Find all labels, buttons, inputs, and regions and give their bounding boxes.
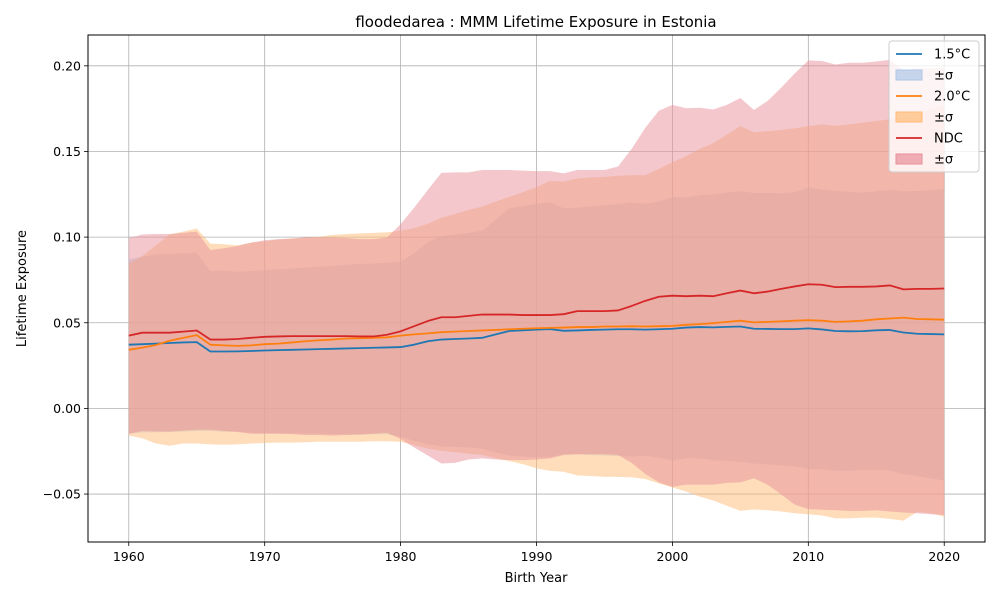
x-axis-ticks: 1960 1970 1980 1990 2000 2010 2020	[113, 542, 960, 564]
legend: 1.5°C ±σ 2.0°C ±σ NDC ±σ	[888, 40, 980, 173]
y-tick-label: 0.00	[53, 401, 81, 416]
band-2	[128, 59, 945, 515]
series-line-0	[128, 325, 945, 353]
x-tick-label: 2020	[928, 549, 960, 564]
legend-label-2: NDC	[934, 132, 963, 147]
series-lines	[128, 283, 945, 353]
legend-band-swatch-2	[895, 153, 923, 165]
y-tick-label: −0.05	[43, 487, 81, 502]
bands	[128, 59, 945, 521]
x-tick-label: 2000	[657, 549, 689, 564]
x-tick-label: 1980	[385, 549, 417, 564]
x-tick-label: 1960	[113, 549, 145, 564]
y-tick-label: 0.15	[53, 144, 81, 159]
x-axis-label: Birth Year	[505, 571, 569, 586]
y-axis-ticks: −0.05 0.00 0.05 0.10 0.15 0.20	[43, 58, 88, 502]
legend-label-1: 2.0°C	[934, 90, 970, 105]
legend-band-label-2: ±σ	[934, 153, 953, 168]
x-tick-label: 2010	[792, 549, 824, 564]
y-axis-label: Lifetime Exposure	[15, 230, 30, 347]
legend-label-0: 1.5°C	[934, 48, 970, 63]
x-tick-label: 1970	[249, 549, 281, 564]
series-line-1	[128, 316, 945, 351]
legend-band-label-0: ±σ	[934, 69, 953, 84]
chart-title: floodedarea : MMM Lifetime Exposure in E…	[355, 13, 716, 31]
y-tick-label: 0.05	[53, 315, 81, 330]
series-line-2	[128, 283, 945, 341]
y-tick-label: 0.10	[53, 230, 81, 245]
y-tick-label: 0.20	[53, 58, 81, 73]
legend-band-swatch-0	[895, 69, 923, 81]
x-tick-label: 1990	[521, 549, 553, 564]
legend-band-label-1: ±σ	[934, 111, 953, 126]
legend-band-swatch-1	[895, 111, 923, 123]
